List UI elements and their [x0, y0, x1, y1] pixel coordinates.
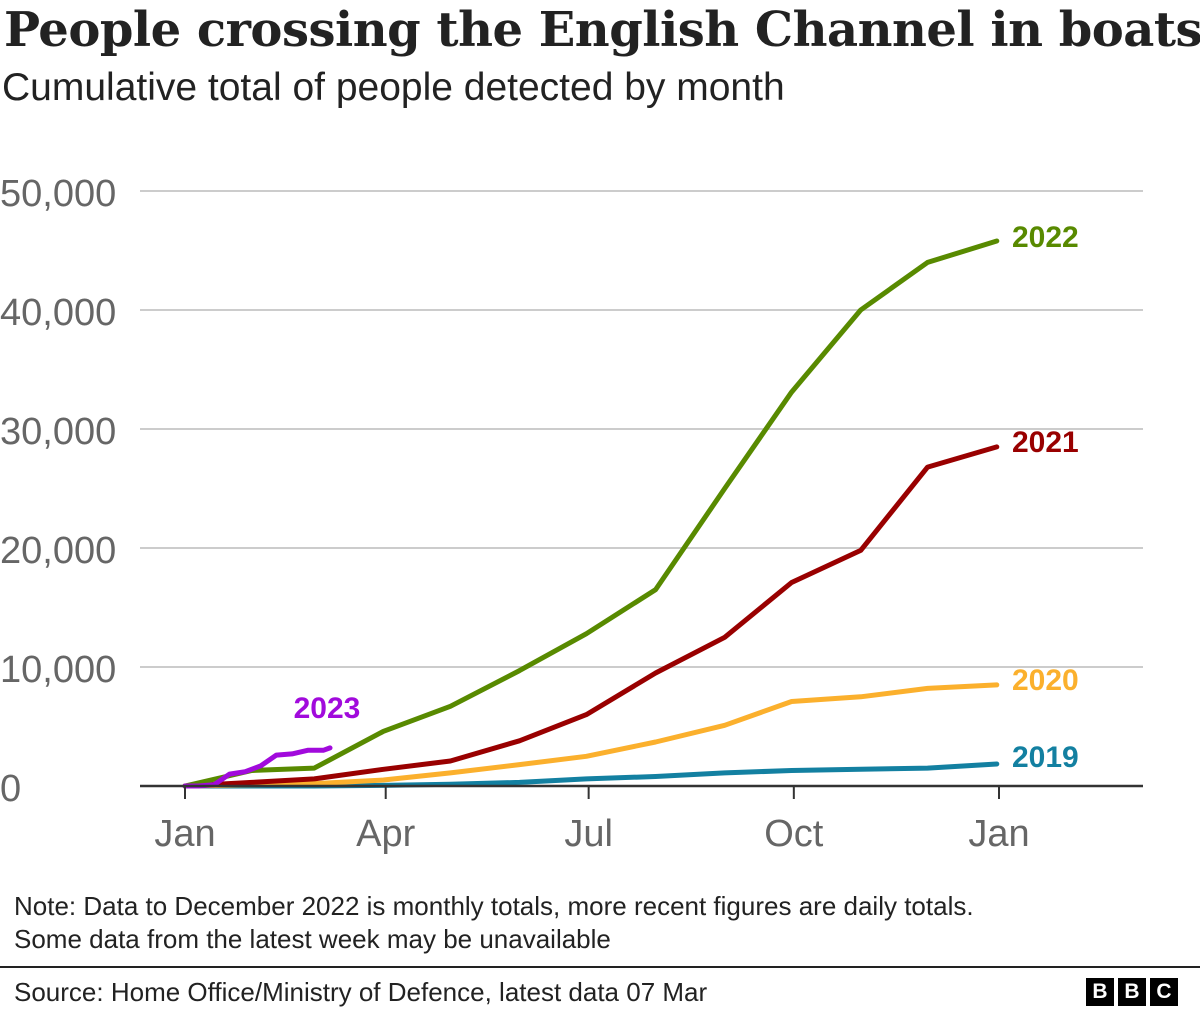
- y-tick-label-3: 30,000: [0, 411, 116, 453]
- x-tick-label-2: Jul: [564, 813, 613, 855]
- series-label-2020: 2020: [1012, 664, 1079, 697]
- chart-title: People crossing the English Channel in b…: [4, 2, 1200, 58]
- logo-block-b1: B: [1086, 978, 1114, 1006]
- note-line-1: Note: Data to December 2022 is monthly t…: [14, 891, 974, 921]
- bbc-logo: B B C: [1086, 978, 1178, 1006]
- source-text: Source: Home Office/Ministry of Defence,…: [14, 977, 708, 1007]
- series-label-2023: 2023: [294, 692, 361, 725]
- x-tick-label-3: Oct: [764, 813, 824, 855]
- x-tick-label-1: Apr: [356, 813, 415, 855]
- y-tick-label-4: 40,000: [0, 292, 116, 334]
- series-label-2021: 2021: [1012, 426, 1079, 459]
- logo-block-c: C: [1150, 978, 1178, 1006]
- y-tick-label-1: 10,000: [0, 649, 116, 691]
- y-tick-label-5: 50,000: [0, 173, 116, 215]
- series-label-2022: 2022: [1012, 221, 1079, 254]
- footer-divider: [0, 966, 1200, 968]
- chart-subtitle: Cumulative total of people detected by m…: [2, 66, 785, 109]
- x-tick-label-4: Jan: [968, 813, 1029, 855]
- line-chart: 0 10,000 20,000 30,000 40,000 50,000 Jan Apr Jul…: [0, 173, 1143, 855]
- chart-note: Note: Data to December 2022 is monthly t…: [14, 890, 1194, 956]
- y-tick-label-2: 20,000: [0, 530, 116, 572]
- note-line-2: Some data from the latest week may be un…: [14, 924, 611, 954]
- series-line-2020: [182, 682, 1000, 789]
- series-line-2021: [182, 444, 1000, 789]
- y-tick-label-0: 0: [0, 768, 21, 810]
- x-tick-label-0: Jan: [154, 813, 215, 855]
- series-label-2019: 2019: [1012, 741, 1079, 774]
- series-line-2022: [182, 238, 1000, 789]
- logo-block-b2: B: [1118, 978, 1146, 1006]
